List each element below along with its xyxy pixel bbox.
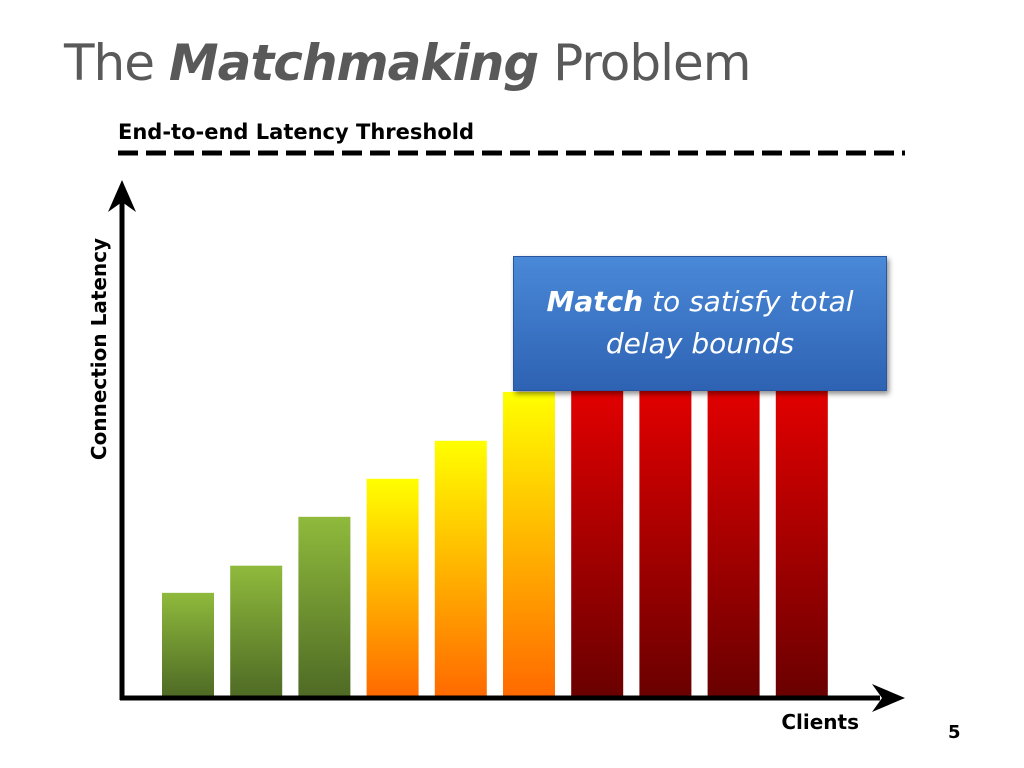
x-axis-label: Clients bbox=[781, 710, 859, 734]
bar-6 bbox=[503, 391, 555, 696]
bar-2 bbox=[230, 565, 283, 696]
threshold-label: End-to-end Latency Threshold bbox=[118, 120, 474, 144]
page-number: 5 bbox=[948, 722, 961, 743]
y-axis-arrow-icon bbox=[108, 180, 136, 212]
match-callout: Match to satisfy total delay bounds bbox=[513, 256, 887, 391]
x-axis-arrow-icon bbox=[872, 684, 905, 712]
bar-3 bbox=[298, 516, 351, 696]
bar-4 bbox=[366, 478, 419, 696]
title-prefix: The bbox=[64, 34, 155, 92]
bar-1 bbox=[162, 592, 214, 696]
title-emphasis: Matchmaking bbox=[168, 34, 539, 92]
y-axis-label: Connection Latency bbox=[87, 238, 111, 460]
slide-title: The Matchmaking Problem bbox=[64, 34, 751, 92]
callout-emphasis: Match bbox=[546, 285, 644, 318]
title-suffix: Problem bbox=[553, 34, 751, 92]
bar-5 bbox=[434, 440, 487, 696]
bars bbox=[162, 315, 828, 696]
callout-text: to satisfy total delay bounds bbox=[605, 285, 854, 360]
